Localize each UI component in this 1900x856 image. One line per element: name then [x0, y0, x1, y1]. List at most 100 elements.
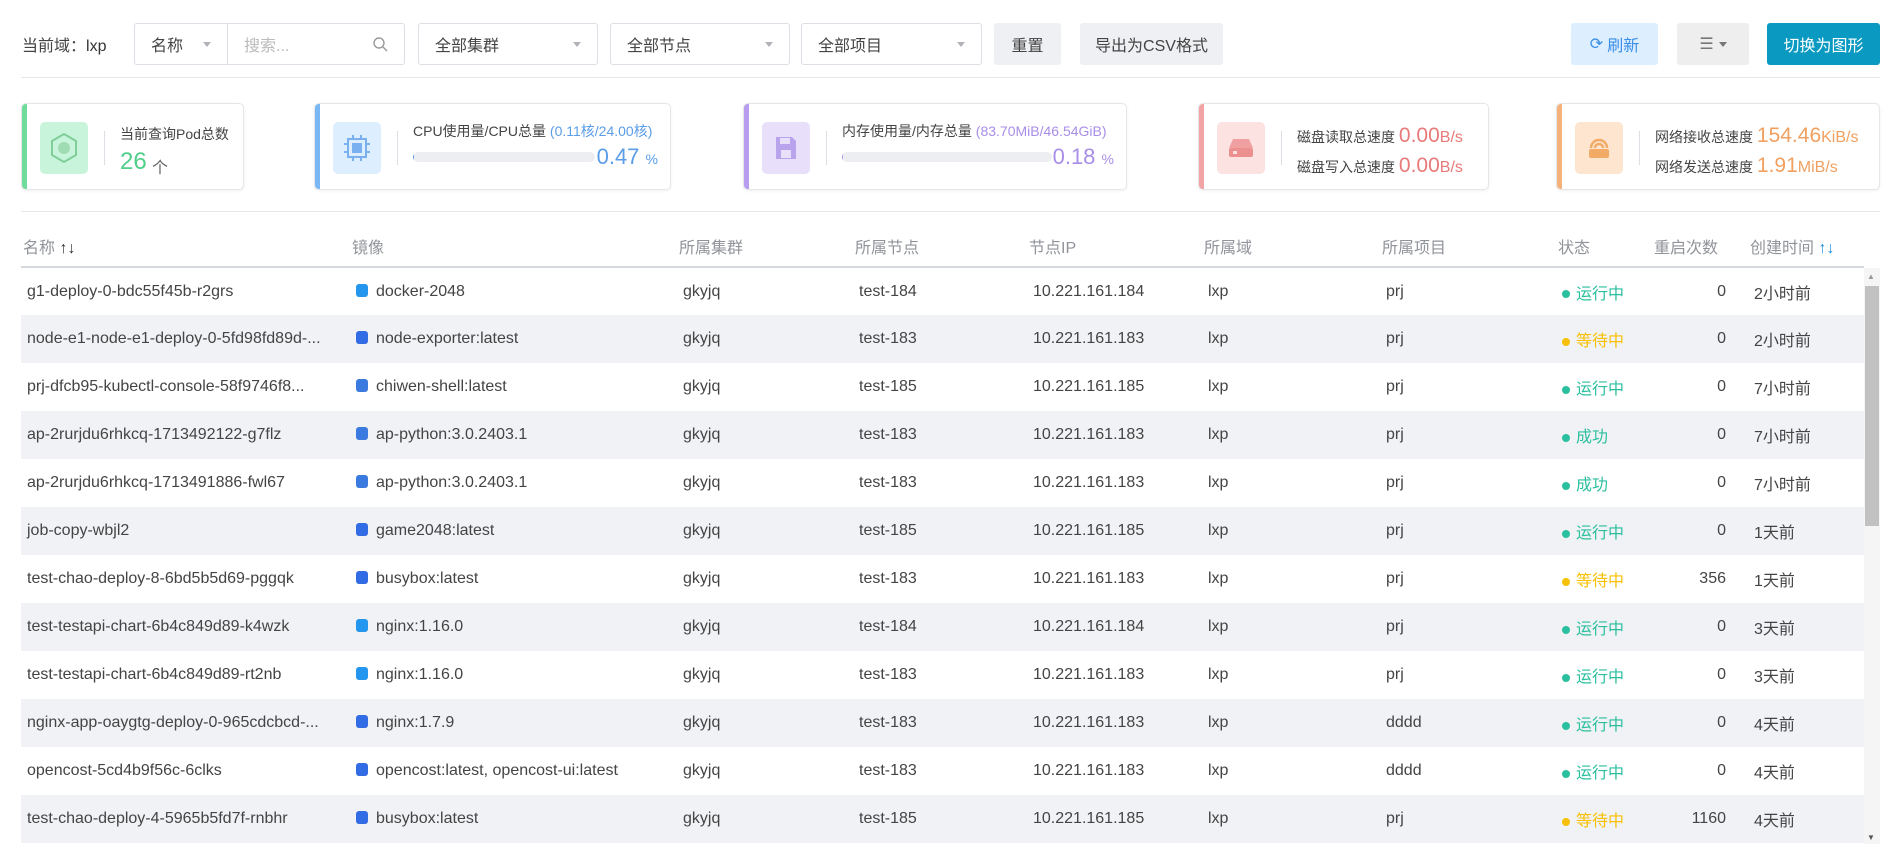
status: 运行中 [1576, 381, 1625, 398]
router-icon [1575, 122, 1623, 174]
pod-name-cell: job-copy-wbjl2 [21, 507, 350, 555]
restart-count-cell: 0 [1654, 315, 1748, 363]
cpu-progress-bar [413, 152, 595, 162]
search-icon [373, 36, 388, 51]
column-header-label: 创建时间 [1750, 239, 1815, 257]
image-cell: node-exporter:latest [350, 315, 677, 363]
column-header: 所属集群 [677, 225, 853, 268]
restart-count-cell: 0 [1654, 699, 1748, 747]
refresh-icon: ⟳ [1589, 36, 1604, 53]
node-select[interactable]: 全部节点 [610, 23, 790, 65]
column-header: 重启次数 [1654, 225, 1748, 268]
status-cell: 等待中 [1556, 555, 1654, 603]
restart-count-cell: 0 [1654, 507, 1748, 555]
cluster: gkyjq [683, 426, 721, 443]
restart-count: 0 [1717, 666, 1726, 683]
memory-progress-bar [842, 152, 1052, 162]
pod-name: job-copy-wbjl2 [27, 522, 130, 539]
network-card: 网络接收总速度 154.46KiB/s 网络发送总速度 1.91MiB/s [1556, 103, 1880, 190]
refresh-button[interactable]: ⟳ 刷新 [1571, 23, 1658, 65]
node-ip-cell: 10.221.161.183 [1027, 459, 1202, 507]
status: 等待中 [1576, 333, 1625, 350]
cluster-cell: gkyjq [677, 795, 853, 843]
column-header: 状态 [1556, 225, 1654, 268]
table-row[interactable]: job-copy-wbjl2 game2048:latest gkyjq test-1… [21, 507, 1864, 555]
node: test-184 [859, 618, 917, 635]
reset-button[interactable]: 重置 [994, 23, 1061, 65]
cluster: gkyjq [683, 474, 721, 491]
table-row[interactable]: g1-deploy-0-bdc55f45b-r2grs docker-2048 gk… [21, 267, 1864, 315]
column-header[interactable]: 创建时间 ↑↓ [1748, 225, 1864, 268]
scroll-down-icon[interactable]: ▼ [1867, 833, 1875, 842]
cluster-cell: gkyjq [677, 603, 853, 651]
divider [21, 211, 1880, 212]
table-row[interactable]: test-testapi-chart-6b4c849d89-rt2nb nginx… [21, 651, 1864, 699]
network-send: 网络发送总速度 1.91MiB/s [1655, 154, 1838, 177]
disk-card: 磁盘读取总速度 0.00B/s 磁盘写入总速度 0.00B/s [1198, 103, 1489, 190]
table-row[interactable]: prj-dfcb95-kubectl-console-58f9746f8... c… [21, 363, 1864, 411]
column-header[interactable]: 名称 ↑↓ [21, 225, 350, 268]
restart-count-cell: 0 [1654, 747, 1748, 795]
table-row[interactable]: test-chao-deploy-4-5965b5fd7f-rnbhr busyb… [21, 795, 1864, 843]
image: opencost:latest, opencost-ui:latest [376, 762, 618, 779]
pod-name-cell: prj-dfcb95-kubectl-console-58f9746f8... [21, 363, 350, 411]
search-input[interactable]: 搜索... [227, 23, 405, 65]
project: prj [1386, 378, 1404, 395]
table-row[interactable]: ap-2rurjdu6rhkcq-1713492122-g7flz ap-pyth… [21, 411, 1864, 459]
restart-count: 1160 [1691, 810, 1726, 827]
image-cell: ap-python:3.0.2403.1 [350, 411, 677, 459]
search-field-select[interactable]: 名称 [134, 23, 228, 65]
cluster-cell: gkyjq [677, 555, 853, 603]
domain: lxp [1208, 282, 1229, 300]
node-cell: test-185 [853, 507, 1027, 555]
status-cell: 运行中 [1556, 603, 1654, 651]
domain-cell: lxp [1202, 459, 1380, 507]
created-time-cell: 3天前 [1748, 651, 1864, 699]
table-scrollbar[interactable]: ▲ ▼ [1864, 268, 1880, 844]
node: test-185 [859, 810, 917, 827]
node: test-183 [859, 330, 917, 347]
cluster-cell: gkyjq [677, 699, 853, 747]
pod-name: prj-dfcb95-kubectl-console-58f9746f8... [27, 378, 305, 395]
created-time: 3天前 [1754, 621, 1795, 638]
image-cell: nginx:1.7.9 [350, 699, 677, 747]
node-cell: test-185 [853, 363, 1027, 411]
pod-name-cell: opencost-5cd4b9f56c-6clks [21, 747, 350, 795]
pod-count-label: 当前查询Pod总数 [120, 126, 229, 142]
scroll-up-icon[interactable]: ▲ [1867, 272, 1875, 281]
table-row[interactable]: node-e1-node-e1-deploy-0-5fd98fd89d-... n… [21, 315, 1864, 363]
created-time: 1天前 [1754, 573, 1795, 590]
sort-icon[interactable]: ↑↓ [55, 239, 76, 257]
caret-down-icon [573, 41, 581, 47]
table-row[interactable]: test-chao-deploy-8-6bd5b5d69-pggqk busybo… [21, 555, 1864, 603]
scrollbar-thumb[interactable] [1865, 286, 1879, 526]
stack-icon [356, 379, 368, 392]
created-time-cell: 4天前 [1748, 699, 1864, 747]
column-header: 所属项目 [1380, 225, 1556, 268]
table-row[interactable]: nginx-app-oaygtg-deploy-0-965cdcbcd-... n… [21, 699, 1864, 747]
column-menu-button[interactable]: ☰ [1677, 23, 1749, 65]
current-domain-label: 当前域：lxp [22, 38, 107, 55]
status-cell: 等待中 [1556, 315, 1654, 363]
sort-icon[interactable]: ↑↓ [1814, 239, 1835, 257]
table-row[interactable]: test-testapi-chart-6b4c849d89-k4wzk nginx… [21, 603, 1864, 651]
created-time-cell: 1天前 [1748, 555, 1864, 603]
domain-cell: lxp [1202, 267, 1380, 315]
node: test-183 [859, 714, 917, 731]
column-header: 镜像 [350, 225, 677, 268]
column-header: 节点IP [1027, 225, 1202, 268]
domain: lxp [1208, 426, 1229, 443]
switch-to-chart-button[interactable]: 切换为图形 [1767, 23, 1880, 65]
docker-icon [356, 283, 368, 297]
export-csv-button[interactable]: 导出为CSV格式 [1080, 23, 1223, 65]
pod-name-cell: test-testapi-chart-6b4c849d89-rt2nb [21, 651, 350, 699]
table-row[interactable]: opencost-5cd4b9f56c-6clks opencost:latest… [21, 747, 1864, 795]
cluster-cell: gkyjq [677, 315, 853, 363]
domain: lxp [1208, 714, 1229, 731]
created-time-cell: 7小时前 [1748, 411, 1864, 459]
node-cell: test-183 [853, 459, 1027, 507]
table-row[interactable]: ap-2rurjdu6rhkcq-1713491886-fwl67 ap-pyth… [21, 459, 1864, 507]
status-dot-icon [1562, 337, 1570, 346]
cluster-select[interactable]: 全部集群 [418, 23, 598, 65]
project-select[interactable]: 全部项目 [801, 23, 982, 65]
